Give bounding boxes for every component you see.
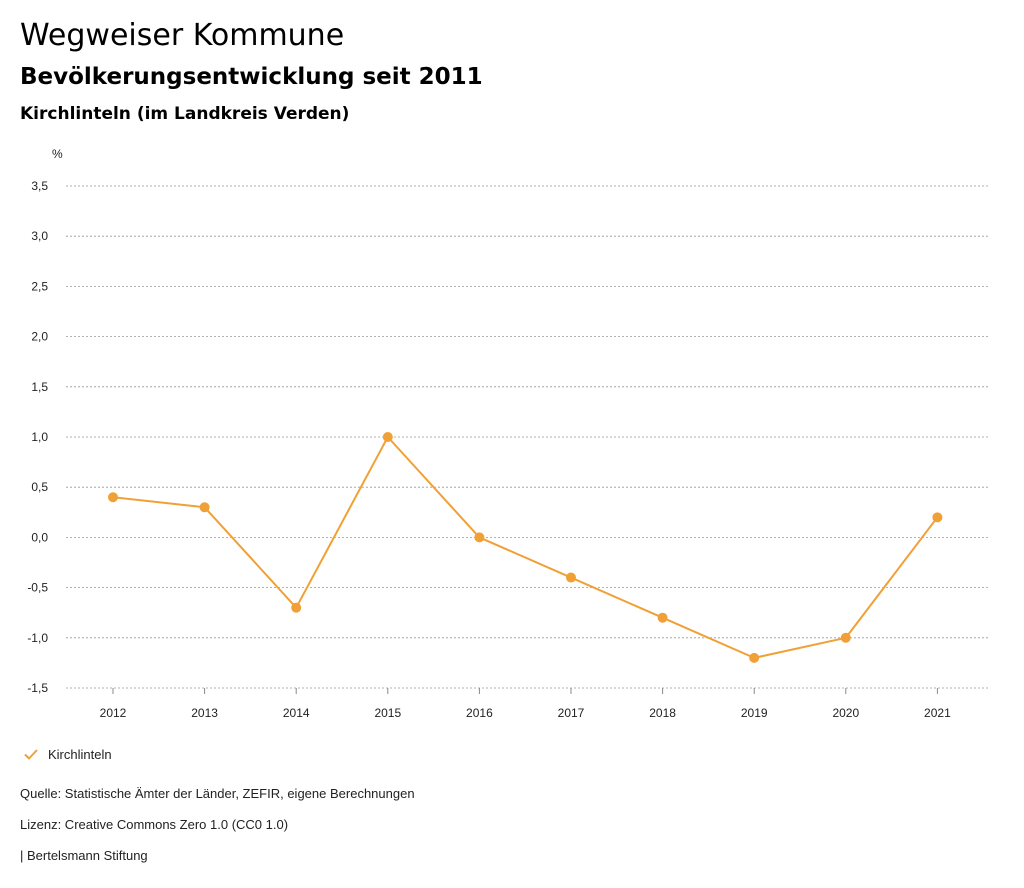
x-tick-label: 2012: [100, 706, 127, 720]
grid-layer: [66, 185, 990, 689]
y-tick-label: 0,0: [31, 530, 48, 544]
axis-layer: % 3,5 3,0 2,5 2,0 1,5 1,0 0,5 0,0 -0,5 -1,0 -1,5 201…: [27, 147, 951, 720]
x-tick-label: 2014: [283, 706, 310, 720]
page-title: Wegweiser Kommune: [20, 18, 345, 53]
y-tick-label: -1,5: [27, 681, 48, 695]
license-note: Lizenz: Creative Commons Zero 1.0 (CC0 1…: [20, 817, 289, 832]
y-tick-label: -1,0: [27, 631, 48, 645]
legend-item-kirchlinteln[interactable]: Kirchlinteln: [22, 745, 112, 763]
y-tick-label: 2,0: [31, 330, 48, 344]
point-layer: [108, 432, 943, 663]
source-note: Quelle: Statistische Ämter der Länder, Z…: [20, 786, 415, 801]
x-tick-label: 2021: [924, 706, 951, 720]
series-line-kirchlinteln: [112, 436, 939, 659]
data-point: [199, 502, 210, 513]
data-point: [108, 492, 118, 503]
x-tick-label: 2017: [558, 706, 585, 720]
y-tick-label: 3,5: [31, 179, 48, 193]
y-tick-label: 1,5: [31, 380, 48, 394]
y-axis-unit: %: [52, 147, 63, 161]
x-tick-label: 2016: [466, 706, 493, 720]
y-tick-label: 0,5: [31, 480, 48, 494]
x-tick-label: 2013: [191, 706, 218, 720]
y-tick-label: -0,5: [27, 581, 48, 595]
x-tick-label: 2019: [741, 706, 768, 720]
region-label: Kirchlinteln (im Landkreis Verden): [20, 104, 350, 124]
data-point: [749, 652, 760, 663]
data-point: [657, 612, 668, 623]
y-tick-label: 1,0: [31, 430, 48, 444]
legend-label: Kirchlinteln: [48, 746, 112, 762]
check-icon: [24, 749, 38, 760]
line-chart: % 3,5 3,0 2,5 2,0 1,5 1,0 0,5 0,0 -0,5 -1,0 -1,5 201…: [27, 147, 990, 720]
data-point: [840, 632, 851, 643]
chart-subtitle: Bevölkerungsentwicklung seit 2011: [20, 64, 483, 90]
x-tick-label: 2015: [374, 706, 401, 720]
y-tick-label: 3,0: [31, 229, 48, 243]
x-tick-label: 2020: [832, 706, 859, 720]
publisher-note: | Bertelsmann Stiftung: [20, 848, 148, 863]
data-point: [382, 432, 393, 442]
x-tick-label: 2018: [649, 706, 676, 720]
data-point: [291, 602, 302, 613]
data-point: [932, 512, 943, 523]
y-tick-label: 2,5: [31, 279, 48, 293]
data-point: [474, 532, 485, 543]
data-point: [566, 572, 576, 583]
